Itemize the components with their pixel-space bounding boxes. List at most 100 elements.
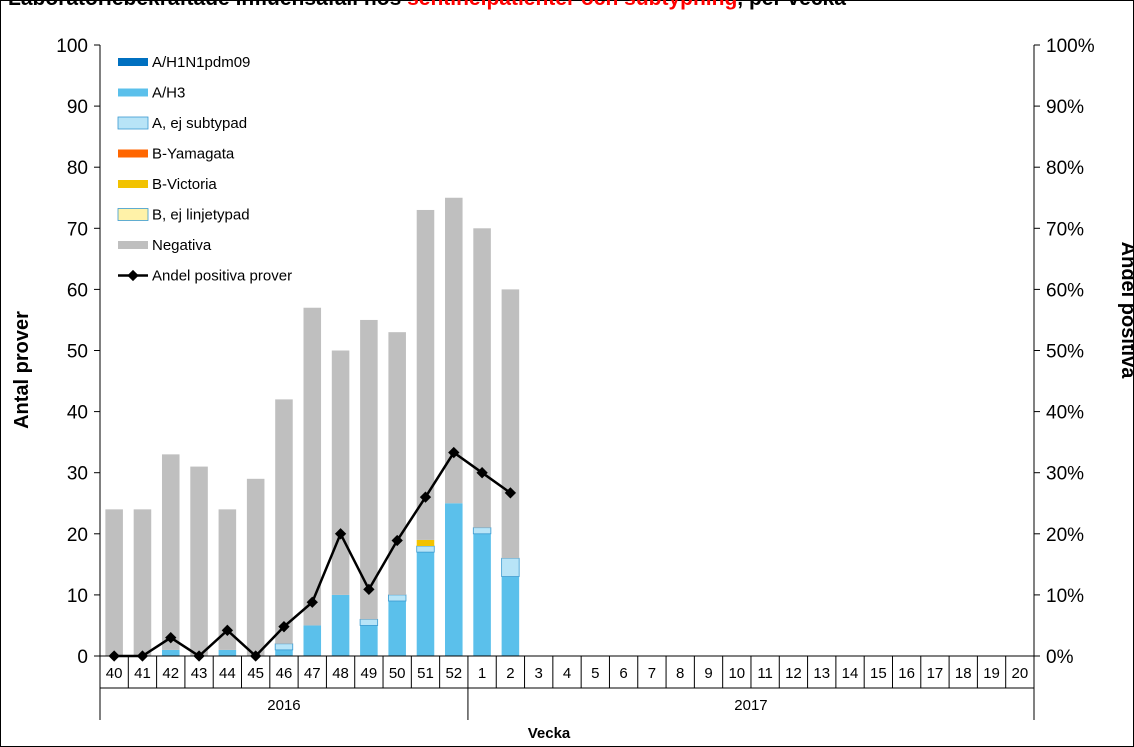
year-label: 2017 [734,697,767,714]
legend-swatch [118,241,148,249]
y-tick-label-right: 100% [1046,36,1095,57]
bar-segment [161,454,180,650]
legend-swatch [118,88,148,97]
bar-segment [388,594,407,602]
x-tick-label: 16 [898,665,915,682]
bar-segment [218,649,237,656]
positive-share-point [136,650,149,662]
x-tick-label: 40 [106,665,123,682]
y-axis-label-left: Antal prover [11,311,33,429]
positive-share-point [334,528,347,540]
bar-segment [416,209,435,540]
y-tick-label-left: 10 [67,586,88,607]
y-tick-label-left: 30 [67,464,88,485]
y-tick-label-left: 0 [77,647,88,668]
x-tick-label: 49 [361,665,378,682]
bar-segment [473,228,491,528]
bar-segment [501,576,520,656]
legend-swatch [118,149,148,158]
y-tick-label-left: 90 [67,97,88,118]
x-tick-label: 51 [417,665,434,682]
bar-segment [388,332,406,595]
title-part: , per vecka [737,0,846,10]
y-tick-label-right: 80% [1046,158,1084,179]
x-tick-label: 10 [728,665,745,682]
y-tick-label-left: 50 [67,342,88,363]
positive-share-point [448,446,460,459]
x-axis-label: Vecka [528,725,571,742]
y-tick-label-right: 90% [1046,97,1084,118]
y-tick-label-left: 100 [56,36,88,57]
bar-segment [445,197,463,504]
x-tick-label: 52 [445,665,462,682]
y-tick-label-right: 70% [1046,219,1084,240]
positive-share-point [278,621,290,633]
positive-share-point [504,487,517,499]
bar-segment [360,625,378,656]
x-tick-label: 45 [247,665,264,682]
y-tick-label-right: 20% [1046,525,1084,546]
bar-segment [133,509,152,656]
x-tick-label: 11 [757,665,773,682]
bar-segment [388,601,406,656]
x-tick-label: 19 [983,665,1000,682]
x-tick-label: 41 [134,665,151,682]
bar-segment [360,319,378,620]
legend: A/H1N1pdm09 A/H3 A, ej subtypad B-Yamagata B… [117,54,292,285]
bar-segment [501,557,520,577]
x-tick-label: 4 [563,665,571,682]
positive-share-point [221,624,234,636]
x-tick-label: 46 [276,665,293,682]
x-tick-label: 15 [870,665,887,682]
x-tick-label: 14 [842,665,859,682]
bar-segment [416,539,435,547]
title-part: sentinelpatienter och [407,0,624,10]
x-tick-label: 1 [478,665,486,682]
legend-label: A, ej subtypad [152,115,247,132]
positive-share-point [193,650,205,662]
chart-title: Laboratoriebekräftade influensafall hos … [8,0,846,10]
x-tick-label: 6 [619,665,627,682]
legend-line-marker [127,269,139,282]
bar-segment [190,466,208,656]
x-tick-label: 13 [813,665,830,682]
bar-segment [105,509,123,656]
y-tick-label-right: 10% [1046,586,1084,607]
x-tick-label: 42 [162,665,179,682]
x-tick-label: 43 [191,665,208,682]
bar-segment [274,643,294,651]
bar-segment [275,649,293,656]
y-tick-label-right: 0% [1046,647,1074,668]
x-tick-label: 7 [648,665,656,682]
y-tick-label-left: 70 [67,219,88,240]
line-group [108,446,517,662]
bar-segment [331,350,350,595]
x-tick-label: 9 [704,665,712,682]
positive-share-point [391,534,403,547]
bar-segment [218,509,237,650]
positive-share-point [476,467,488,479]
y-tick-label-right: 50% [1046,342,1084,363]
legend-label: Negativa [152,237,212,254]
y-tick-label-left: 80 [67,158,88,179]
y-tick-label-right: 40% [1046,403,1084,424]
bar-segment [359,618,379,626]
title-part: Laboratoriebekräftade influensafall hos [8,0,407,10]
x-tick-label: 3 [535,665,543,682]
bars-group [105,197,520,656]
legend-label: B-Victoria [152,176,217,193]
bar-segment [303,625,322,656]
x-tick-label: 20 [1012,665,1029,682]
bar-segment [445,503,463,656]
x-tick-label: 50 [389,665,406,682]
x-tick-label: 5 [591,665,599,682]
bar-segment [331,594,350,656]
bar-segment [161,649,180,656]
bar-segment [275,399,293,644]
bar-segment [472,527,492,535]
bar-segment [303,307,322,626]
x-tick-label: 44 [219,665,236,682]
